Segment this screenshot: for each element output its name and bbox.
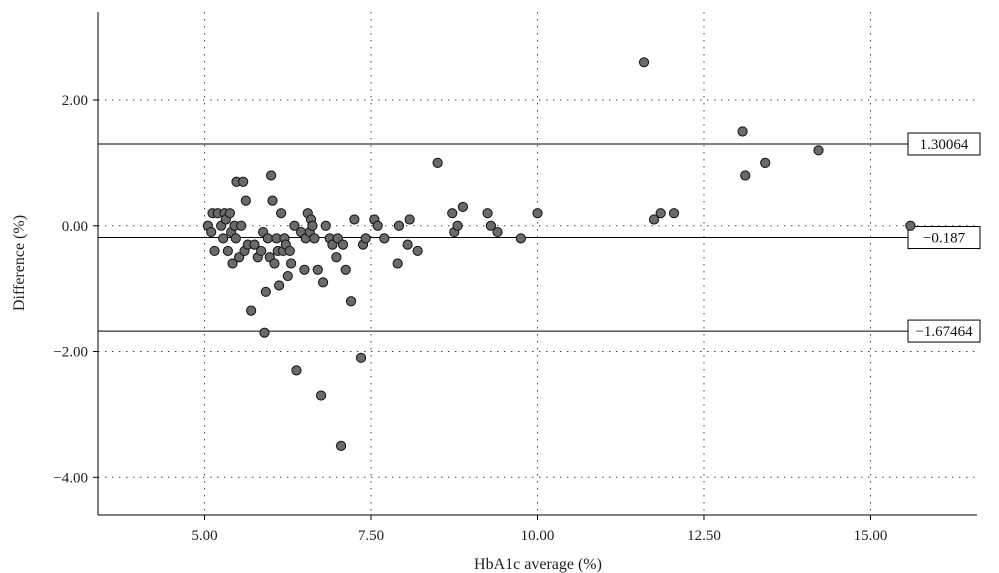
- data-point: [240, 195, 251, 206]
- data-point: [236, 220, 247, 231]
- data-point: [905, 220, 916, 231]
- y-tick-labels: 2.00 0.00 −2.00 −4.00: [53, 93, 88, 486]
- data-point: [286, 258, 297, 269]
- data-point: [393, 220, 405, 231]
- data-point: [412, 245, 423, 257]
- data-point: [259, 327, 270, 338]
- data-point: [532, 208, 543, 219]
- data-point: [485, 220, 496, 231]
- data-point: [447, 208, 458, 219]
- data-point: [224, 208, 235, 219]
- y-tick-label: 0.00: [62, 219, 88, 235]
- data-point: [246, 305, 257, 316]
- data-point: [392, 258, 403, 269]
- data-point: [312, 264, 323, 275]
- y-axis-title: Difference (%): [11, 215, 28, 311]
- data-point: [360, 233, 371, 244]
- data-point: [349, 214, 360, 225]
- data-point: [638, 57, 650, 68]
- reference-label-box: [907, 319, 981, 343]
- y-tick-label: 2.00: [62, 93, 88, 109]
- data-point: [249, 239, 260, 250]
- data-point: [404, 214, 415, 225]
- data-point: [740, 170, 751, 181]
- data-point: [317, 277, 329, 288]
- data-point: [515, 233, 526, 244]
- data-point: [227, 258, 238, 269]
- data-point: [218, 233, 229, 244]
- data-point: [355, 352, 367, 363]
- data-point: [289, 220, 300, 231]
- data-point: [266, 170, 277, 181]
- data-point: [320, 220, 331, 231]
- reference-label: −0.187: [923, 231, 966, 247]
- data-point: [260, 286, 271, 297]
- data-point: [307, 220, 318, 231]
- data-point: [372, 220, 383, 231]
- reference-label-box: [907, 132, 981, 156]
- data-point: [269, 258, 280, 269]
- reference-label-box: [907, 226, 981, 250]
- data-point: [230, 233, 241, 244]
- x-tick-label: 10.00: [521, 528, 555, 544]
- data-point: [457, 201, 469, 213]
- data-point: [284, 245, 295, 257]
- data-point: [760, 157, 771, 168]
- data-point: [262, 233, 273, 244]
- reference-lines: 1.30064 −0.187 −1.67464: [98, 132, 981, 343]
- data-point: [345, 296, 357, 307]
- data-point: [276, 208, 287, 219]
- data-point: [222, 245, 233, 257]
- data-point: [492, 226, 503, 238]
- data-point: [315, 390, 327, 401]
- axes: [93, 12, 977, 520]
- data-point: [337, 239, 349, 250]
- data-point: [432, 157, 443, 168]
- x-tick-labels: 5.00 7.50 10.00 12.50 15.00: [191, 528, 887, 544]
- data-point: [299, 264, 310, 275]
- data-point: [813, 145, 824, 156]
- y-tick-label: −2.00: [53, 345, 88, 361]
- data-points: [202, 57, 916, 451]
- reference-label: 1.30064: [920, 137, 969, 153]
- reference-label: −1.67464: [915, 324, 973, 340]
- data-point: [331, 252, 342, 263]
- x-tick-label: 7.50: [358, 528, 384, 544]
- x-tick-label: 5.00: [191, 528, 217, 544]
- data-point: [238, 176, 249, 187]
- data-point: [309, 233, 320, 244]
- data-point: [648, 214, 660, 225]
- x-tick-label: 12.50: [687, 528, 721, 544]
- data-point: [209, 245, 220, 257]
- x-axis-title: HbA1c average (%): [474, 556, 602, 573]
- data-point: [655, 208, 666, 219]
- data-point: [668, 208, 680, 219]
- y-tick-label: −4.00: [53, 470, 88, 486]
- data-point: [402, 239, 413, 250]
- data-point: [256, 245, 267, 257]
- x-tick-label: 15.00: [854, 528, 888, 544]
- data-point: [482, 208, 493, 219]
- data-point: [274, 280, 285, 291]
- data-point: [379, 233, 390, 244]
- data-point: [452, 220, 463, 231]
- data-point: [737, 126, 748, 137]
- data-point: [335, 440, 347, 451]
- data-point: [282, 270, 293, 282]
- data-point: [267, 195, 278, 206]
- data-point: [340, 264, 351, 275]
- data-point: [206, 226, 217, 238]
- data-point: [291, 365, 302, 376]
